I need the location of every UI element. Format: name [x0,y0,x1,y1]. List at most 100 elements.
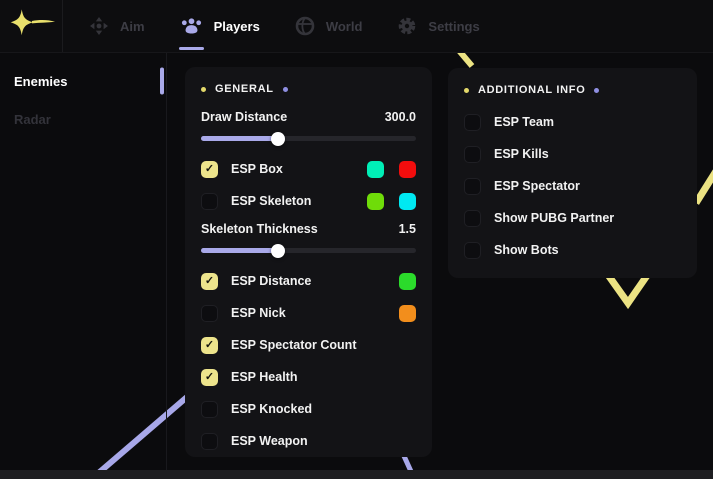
checkbox-esp-health[interactable]: ✓ [201,368,218,386]
checkbox-row-esp-kills[interactable]: ✓ ESP Kills [462,138,683,170]
app-logo[interactable] [0,0,63,52]
panel-header: ADDITIONAL INFO [462,80,683,106]
checkbox-esp-spectator-count[interactable]: ✓ [201,336,218,354]
checkbox-row-esp-distance[interactable]: ✓ ESP Distance [199,265,418,297]
checkbox-row-show-pubg-partner[interactable]: ✓ Show PUBG Partner [462,202,683,234]
slider-track[interactable] [201,131,416,146]
checkbox-label: ESP Knocked [231,402,313,416]
tab-aim[interactable]: Aim [89,0,145,52]
tab-settings[interactable]: Settings [397,0,480,52]
swatches [399,304,416,322]
checkbox-label: Show PUBG Partner [494,211,615,225]
tab-active-underline [178,47,204,50]
topbar: Aim Players [0,0,713,53]
checkbox-esp-nick[interactable]: ✓ [201,304,218,322]
checkmark-icon: ✓ [204,370,215,383]
general-rows: Draw Distance 300.0 ✓ ESP Box ✓ ESP Skeleton S… [199,105,418,457]
checkmark-icon: ✓ [204,338,215,351]
checkbox-row-esp-skeleton[interactable]: ✓ ESP Skeleton [199,185,418,217]
color-swatch[interactable] [367,160,384,178]
swatches [399,272,416,290]
bottom-strip [0,470,713,479]
sidebar-item-radar[interactable]: Radar [0,100,166,138]
yellow-slash-decoration [693,169,713,205]
additional-rows: ✓ ESP Team ✓ ESP Kills ✓ ESP Spectator ✓ Show P… [462,106,683,266]
checkbox-label: ESP Team [494,115,554,129]
players-icon [180,17,203,35]
slider-fill [201,136,279,141]
slider-track[interactable] [201,243,416,258]
slider-thumb[interactable] [271,243,286,258]
checkbox-show-bots[interactable]: ✓ [464,241,481,259]
tab-label: Aim [120,18,145,34]
slider-label: Draw Distance [201,110,288,124]
checkbox-label: ESP Spectator [494,179,580,193]
slider-skeleton-thickness: Skeleton Thickness 1.5 [199,217,418,265]
tab-label: Players [213,18,260,34]
checkbox-row-esp-spectator[interactable]: ✓ ESP Spectator [462,170,683,202]
checkbox-show-pubg-partner[interactable]: ✓ [464,209,481,227]
color-swatch[interactable] [399,160,416,178]
sidebar: Enemies Radar [0,52,167,470]
slider-head: Draw Distance 300.0 [201,110,416,124]
slider-value: 300.0 [384,110,416,124]
swatches [367,192,416,210]
checkbox-row-esp-knocked[interactable]: ✓ ESP Knocked [199,393,418,425]
panel-general: GENERAL Draw Distance 300.0 ✓ ESP Box ✓ ESP S… [185,67,432,457]
sparkle-icon [10,9,56,36]
slider-value: 1.5 [398,222,416,236]
checkbox-esp-weapon[interactable]: ✓ [201,432,218,450]
checkbox-esp-box[interactable]: ✓ [201,160,218,178]
checkbox-row-esp-health[interactable]: ✓ ESP Health [199,361,418,393]
swatches [367,160,416,178]
checkbox-label: ESP Distance [231,274,312,288]
slider-head: Skeleton Thickness 1.5 [201,222,416,236]
checkbox-label: Show Bots [494,243,559,257]
checkbox-label: ESP Kills [494,147,549,161]
yellow-dot-icon [201,86,206,92]
panel-additional-info: ADDITIONAL INFO ✓ ESP Team ✓ ESP Kills ✓ ESP … [448,68,697,278]
settings-icon [397,16,417,36]
active-indicator [160,67,164,95]
sidebar-item-label: Radar [14,111,51,127]
tab-world[interactable]: World [295,0,363,52]
panel-title: ADDITIONAL INFO [478,84,586,96]
checkbox-label: ESP Nick [231,306,286,320]
checkbox-label: ESP Health [231,370,298,384]
checkmark-icon: ✓ [204,274,215,287]
color-swatch[interactable] [367,192,384,210]
checkbox-label: ESP Box [231,162,283,176]
checkmark-icon: ✓ [204,162,215,175]
checkbox-row-show-bots[interactable]: ✓ Show Bots [462,234,683,266]
checkbox-row-esp-team[interactable]: ✓ ESP Team [462,106,683,138]
checkbox-row-esp-box[interactable]: ✓ ESP Box [199,153,418,185]
top-nav: Aim Players [63,0,480,52]
tab-players[interactable]: Players [178,0,260,52]
slider-label: Skeleton Thickness [201,222,318,236]
color-swatch[interactable] [399,272,416,290]
checkbox-esp-team[interactable]: ✓ [464,113,481,131]
checkbox-label: ESP Spectator Count [231,338,357,352]
checkbox-row-esp-weapon[interactable]: ✓ ESP Weapon [199,425,418,457]
tab-label: World [325,18,363,34]
checkbox-esp-kills[interactable]: ✓ [464,145,481,163]
slider-thumb[interactable] [271,131,286,146]
sidebar-item-enemies[interactable]: Enemies [0,62,166,100]
checkbox-esp-skeleton[interactable]: ✓ [201,192,218,210]
tab-label: Settings [428,18,480,34]
checkbox-esp-knocked[interactable]: ✓ [201,400,218,418]
purple-dot-icon [594,87,600,93]
checkbox-row-esp-spectator-count[interactable]: ✓ ESP Spectator Count [199,329,418,361]
panel-header: GENERAL [199,79,418,105]
color-swatch[interactable] [399,192,416,210]
checkbox-esp-spectator[interactable]: ✓ [464,177,481,195]
world-icon [295,16,315,36]
checkbox-label: ESP Skeleton [231,194,312,208]
checkbox-row-esp-nick[interactable]: ✓ ESP Nick [199,297,418,329]
checkbox-label: ESP Weapon [231,434,308,448]
color-swatch[interactable] [399,304,416,322]
aim-icon [89,16,109,36]
checkbox-esp-distance[interactable]: ✓ [201,272,218,290]
sidebar-item-label: Enemies [14,73,68,89]
